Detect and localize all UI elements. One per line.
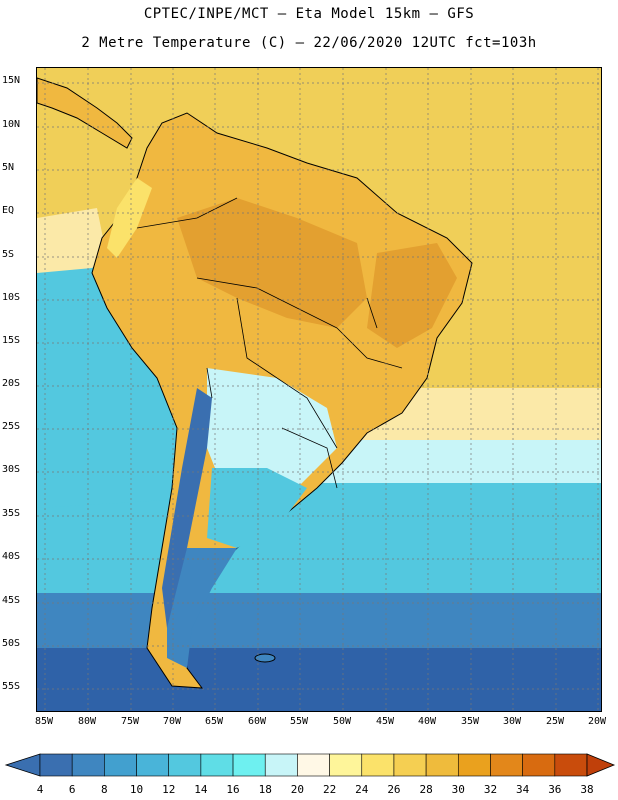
colorbar-tick-label: 36 <box>548 783 562 796</box>
longitude-label: 35W <box>460 716 480 727</box>
andes-cold-strip <box>162 388 212 628</box>
longitude-label: 60W <box>247 716 267 727</box>
latitude-label: 5N <box>2 162 15 173</box>
colorbar-segment <box>554 753 588 777</box>
latitude-label: 35S <box>2 508 21 519</box>
latitude-label: 45S <box>2 595 21 606</box>
colorbar-tick-label: 18 <box>258 783 272 796</box>
latitude-label: 50S <box>2 638 21 649</box>
patagonia-cold <box>167 548 237 668</box>
colorbar-segment <box>168 753 202 777</box>
colorbar-segment <box>329 753 363 777</box>
longitude-label: 55W <box>289 716 309 727</box>
colorbar-segment <box>425 753 459 777</box>
latitude-label: 20S <box>2 378 21 389</box>
longitude-label: 50W <box>332 716 352 727</box>
temperature-map <box>37 68 601 711</box>
latitude-label: 40S <box>2 551 21 562</box>
colorbar-tick-label: 14 <box>194 783 208 796</box>
colorbar-tick-label: 30 <box>451 783 465 796</box>
map-subtitle: 2 Metre Temperature (C) – 22/06/2020 12U… <box>81 35 537 51</box>
central-america <box>37 77 133 149</box>
colorbar-segment <box>393 753 427 777</box>
pampas-cool <box>207 468 307 548</box>
longitude-label: 65W <box>204 716 224 727</box>
colorbar-segment <box>264 753 298 777</box>
temperature-colorbar <box>4 753 616 777</box>
longitude-label: 25W <box>545 716 565 727</box>
latitude-label: 5S <box>2 249 15 260</box>
colorbar-tick-label: 4 <box>36 783 44 796</box>
amazon-hot-region <box>177 198 367 328</box>
longitude-label: 45W <box>375 716 395 727</box>
colorbar-segment <box>39 753 73 777</box>
longitude-label: 80W <box>77 716 97 727</box>
latitude-label: 55S <box>2 681 21 692</box>
ocean-cold-band <box>37 593 601 653</box>
colorbar-high-cap <box>586 753 616 777</box>
ocean-polar-band <box>37 648 601 711</box>
colorbar-segment <box>522 753 556 777</box>
colorbar-segment <box>361 753 395 777</box>
longitude-label: 70W <box>162 716 182 727</box>
lat-lon-grid <box>37 68 601 711</box>
colorbar-segment <box>490 753 523 777</box>
map-panel[interactable] <box>36 67 602 712</box>
colorbar-tick-label: 16 <box>226 783 240 796</box>
falkland-islands <box>254 653 276 663</box>
colorbar-tick-label: 24 <box>355 783 369 796</box>
colorbar-segment <box>457 753 491 777</box>
latitude-label: 10N <box>2 119 21 130</box>
colorbar-tick-label: 34 <box>516 783 530 796</box>
colorbar-segment <box>297 753 330 777</box>
colorbar-tick-label: 26 <box>387 783 401 796</box>
pacific-cool-water <box>37 243 197 508</box>
colorbar-tick-label: 8 <box>101 783 108 796</box>
latitude-label: 30S <box>2 464 21 475</box>
longitude-label: 40W <box>417 716 437 727</box>
map-title: CPTEC/INPE/MCT – Eta Model 15km – GFS <box>143 6 475 22</box>
colorbar-low-cap <box>4 753 41 777</box>
colorbar-segment <box>200 753 234 777</box>
colorbar-tick-label: 20 <box>290 783 305 796</box>
colorbar-tick-label: 28 <box>419 783 433 796</box>
colorbar-segment <box>232 753 266 777</box>
colorbar-tick-label: 22 <box>322 783 337 796</box>
colorbar-segment <box>104 753 137 777</box>
latitude-label: 10S <box>2 292 21 303</box>
colorbar-tick-label: 38 <box>580 783 594 796</box>
latitude-label: 15S <box>2 335 21 346</box>
latitude-label: 15N <box>2 75 21 86</box>
latitude-label: 25S <box>2 421 21 432</box>
country-borders <box>136 197 403 489</box>
colorbar-tick-label: 32 <box>483 783 498 796</box>
colorbar-segment <box>136 753 170 777</box>
longitude-label: 20W <box>587 716 607 727</box>
colorbar-tick-label: 6 <box>68 783 76 796</box>
longitude-label: 85W <box>34 716 54 727</box>
northeast-hot-region <box>367 243 457 348</box>
pacific-warm-coast <box>37 208 107 273</box>
longitude-label: 30W <box>502 716 522 727</box>
colorbar-tick-label: 10 <box>129 783 144 796</box>
latitude-label: EQ <box>2 205 15 216</box>
longitude-label: 75W <box>120 716 140 727</box>
andes-north-mild <box>107 178 152 258</box>
colorbar-segment <box>71 753 105 777</box>
colorbar-tick-label: 12 <box>162 783 176 796</box>
